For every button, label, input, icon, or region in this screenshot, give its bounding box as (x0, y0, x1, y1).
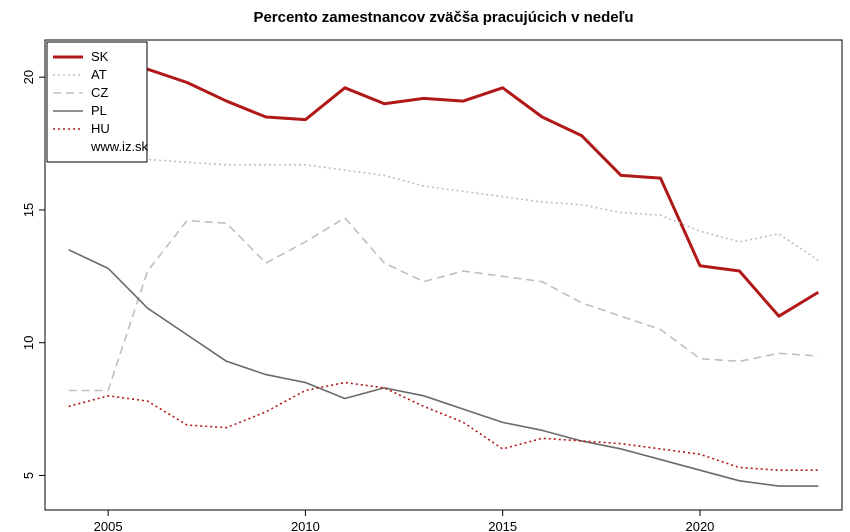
legend-label-cz: CZ (91, 85, 108, 100)
legend-footer: www.iz.sk (90, 139, 149, 154)
x-tick-label: 2005 (94, 519, 123, 532)
x-tick-label: 2010 (291, 519, 320, 532)
y-tick-label: 15 (21, 203, 36, 217)
x-tick-label: 2020 (685, 519, 714, 532)
y-tick-label: 5 (21, 472, 36, 479)
chart-container: Percento zamestnancov zväčša pracujúcich… (0, 0, 850, 532)
legend-label-sk: SK (91, 49, 109, 64)
legend-label-at: AT (91, 67, 107, 82)
legend-label-pl: PL (91, 103, 107, 118)
line-chart: Percento zamestnancov zväčša pracujúcich… (0, 0, 850, 532)
y-tick-label: 10 (21, 335, 36, 349)
x-tick-label: 2015 (488, 519, 517, 532)
legend-label-hu: HU (91, 121, 110, 136)
legend: SK AT CZ PL HU www.iz.sk (47, 42, 149, 162)
y-tick-label: 20 (21, 70, 36, 84)
chart-title: Percento zamestnancov zväčša pracujúcich… (253, 9, 633, 26)
